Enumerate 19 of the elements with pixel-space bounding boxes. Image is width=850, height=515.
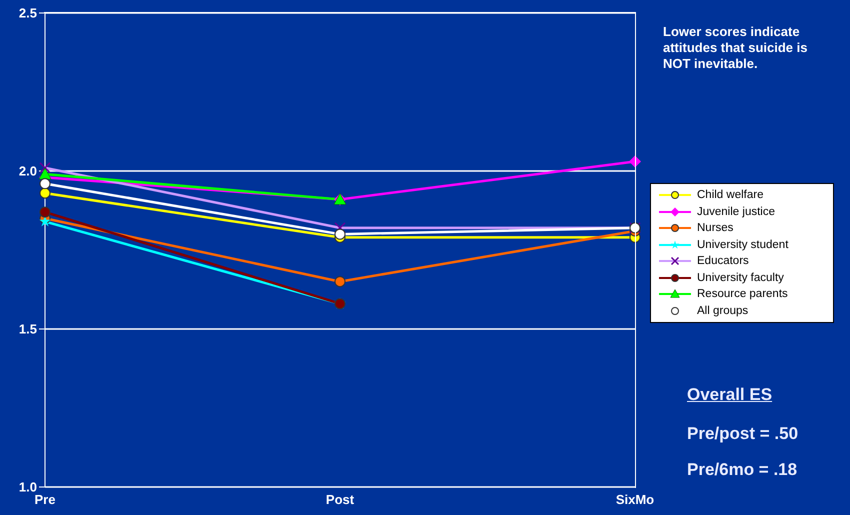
y-tick-label: 1.5 (18, 322, 37, 337)
legend-label: University faculty (697, 272, 784, 284)
text: Pre/post = .50 (687, 424, 798, 444)
y-tick-label: 1.0 (18, 480, 37, 495)
text: Lower scores indicate attitudes that suicide is NOT inevitable. (663, 24, 808, 72)
legend-label: Resource parents (697, 288, 788, 300)
text: Overall ES (687, 385, 772, 405)
legend-label: All groups (697, 304, 748, 317)
y-tick-label: 2.5 (18, 6, 37, 21)
legend-label: Child welfare (697, 189, 764, 202)
x-tick-label: Post (326, 492, 355, 508)
legend-label: Educators (697, 255, 749, 268)
legend-label: Nurses (697, 222, 734, 234)
text: Pre/6mo = .18 (687, 460, 798, 480)
y-tick-label: 2.0 (18, 164, 37, 179)
legend-label: University student (697, 238, 788, 251)
legend-label: Juvenile justice (697, 206, 775, 218)
x-tick-label: SixMo (616, 492, 654, 508)
x-tick-label: Pre (34, 492, 56, 508)
